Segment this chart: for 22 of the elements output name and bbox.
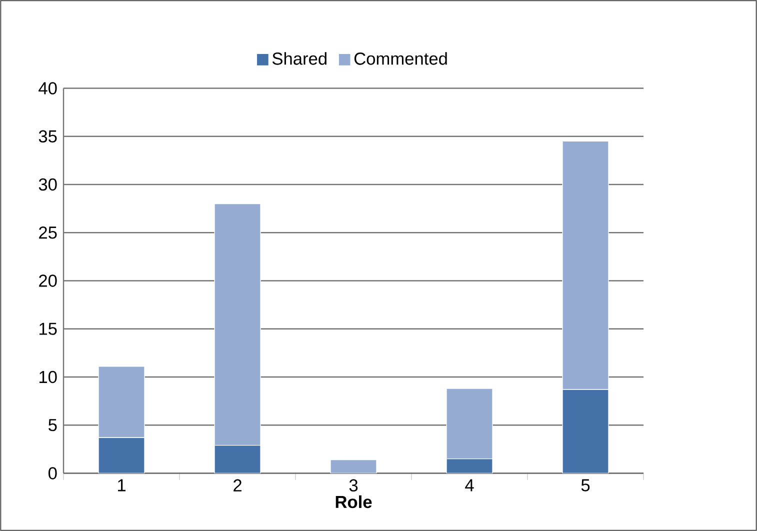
y-tick-label: 40 <box>38 82 57 94</box>
legend-label: Shared <box>272 52 326 65</box>
x-tick-label: 3 <box>349 479 358 492</box>
bar <box>562 389 609 474</box>
y-tick-label: 30 <box>38 178 57 191</box>
y-tick-label: 15 <box>40 322 57 335</box>
y-tick-label: 35 <box>38 130 57 143</box>
x-axis-title: Role <box>336 495 372 508</box>
bar <box>330 459 377 474</box>
x-tick-label: 4 <box>465 479 474 492</box>
x-tick-label: 1 <box>118 479 126 492</box>
y-tick-label: 20 <box>39 274 57 287</box>
y-tick-label: 10 <box>40 370 57 384</box>
y-tick-label: 5 <box>48 419 57 432</box>
x-tick-label: 5 <box>581 479 590 492</box>
bar <box>214 444 261 474</box>
legend-label: Commented <box>354 52 447 65</box>
x-tick-label: 2 <box>234 479 242 492</box>
bar <box>98 437 145 474</box>
y-tick-label: 25 <box>39 226 57 239</box>
y-tick-label: 0 <box>48 467 57 480</box>
bar <box>446 458 493 474</box>
